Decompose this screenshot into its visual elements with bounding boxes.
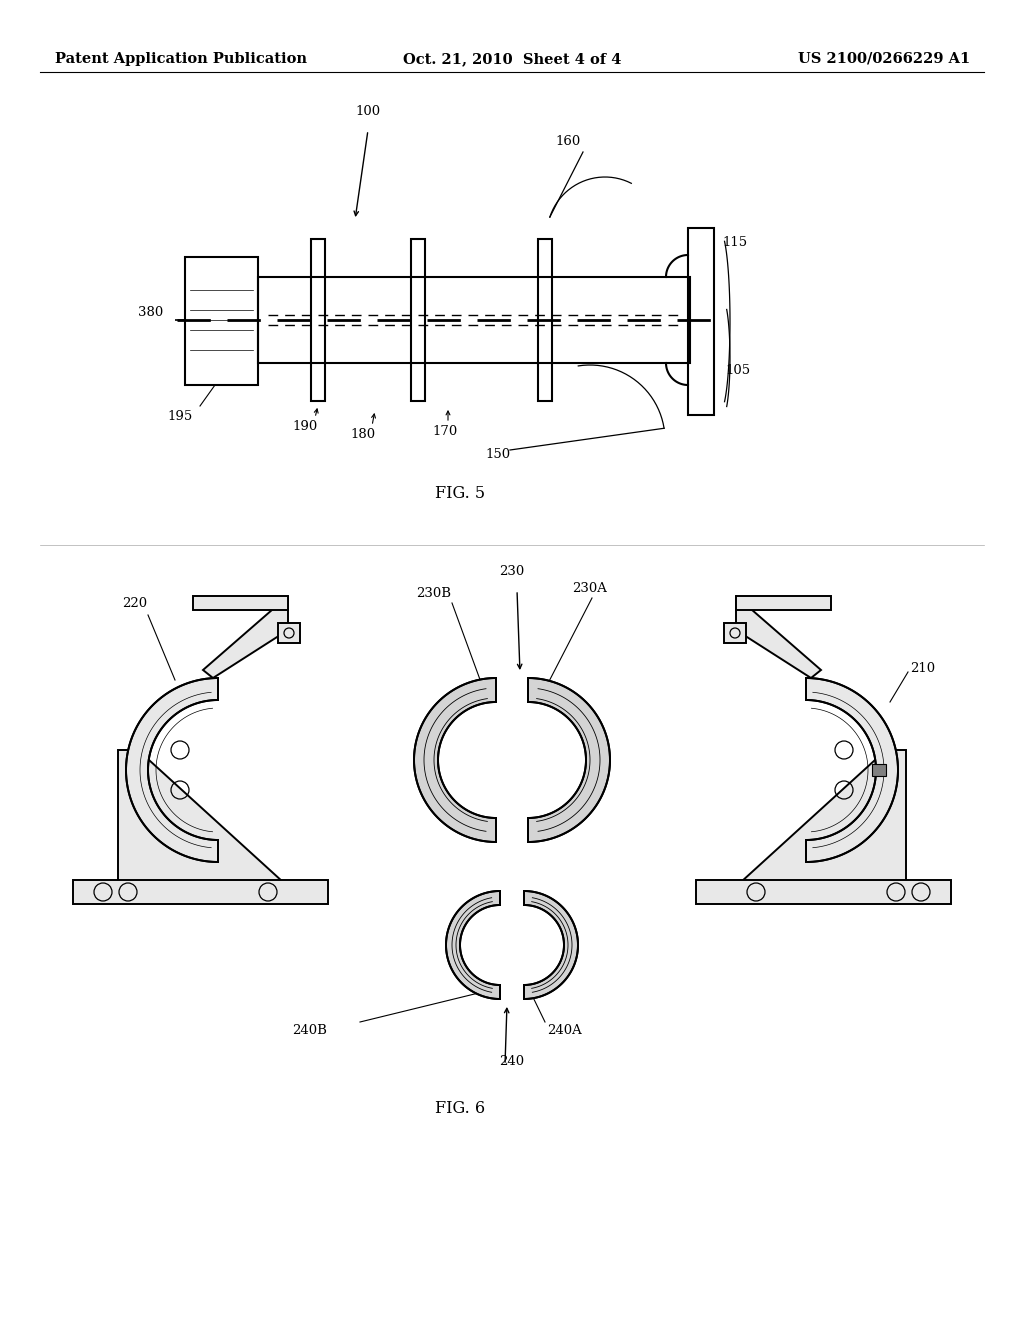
Text: Oct. 21, 2010  Sheet 4 of 4: Oct. 21, 2010 Sheet 4 of 4 [402,51,622,66]
Text: 115: 115 [722,235,748,248]
Text: 220: 220 [122,597,147,610]
Text: FIG. 6: FIG. 6 [435,1100,485,1117]
Polygon shape [736,597,821,678]
Polygon shape [806,678,898,862]
Text: US 2100/0266229 A1: US 2100/0266229 A1 [798,51,970,66]
Polygon shape [126,678,218,862]
Polygon shape [736,597,831,610]
Text: 380: 380 [138,305,163,318]
Polygon shape [524,891,578,999]
Polygon shape [73,880,328,904]
Polygon shape [741,750,906,882]
Text: 230A: 230A [572,582,607,595]
Text: 180: 180 [350,428,376,441]
Polygon shape [446,891,500,999]
Polygon shape [118,750,283,882]
Text: 105: 105 [725,363,751,376]
Text: 195: 195 [167,411,193,422]
Text: 160: 160 [555,135,581,148]
Text: Patent Application Publication: Patent Application Publication [55,51,307,66]
Polygon shape [193,597,288,610]
Polygon shape [528,678,610,842]
Text: 240A: 240A [548,1024,583,1038]
Text: 230B: 230B [417,587,452,601]
Polygon shape [696,880,951,904]
Text: 170: 170 [432,425,458,438]
Polygon shape [414,678,496,842]
Bar [872,764,886,776]
Text: FIG. 5: FIG. 5 [435,484,485,502]
Polygon shape [724,623,746,643]
Text: 210: 210 [910,661,935,675]
Text: 150: 150 [485,447,511,461]
Polygon shape [203,597,288,678]
Text: 240B: 240B [293,1024,328,1038]
Text: 240: 240 [500,1055,524,1068]
Text: 190: 190 [293,420,317,433]
Text: 100: 100 [355,106,381,117]
Polygon shape [278,623,300,643]
Text: 230: 230 [500,565,524,578]
